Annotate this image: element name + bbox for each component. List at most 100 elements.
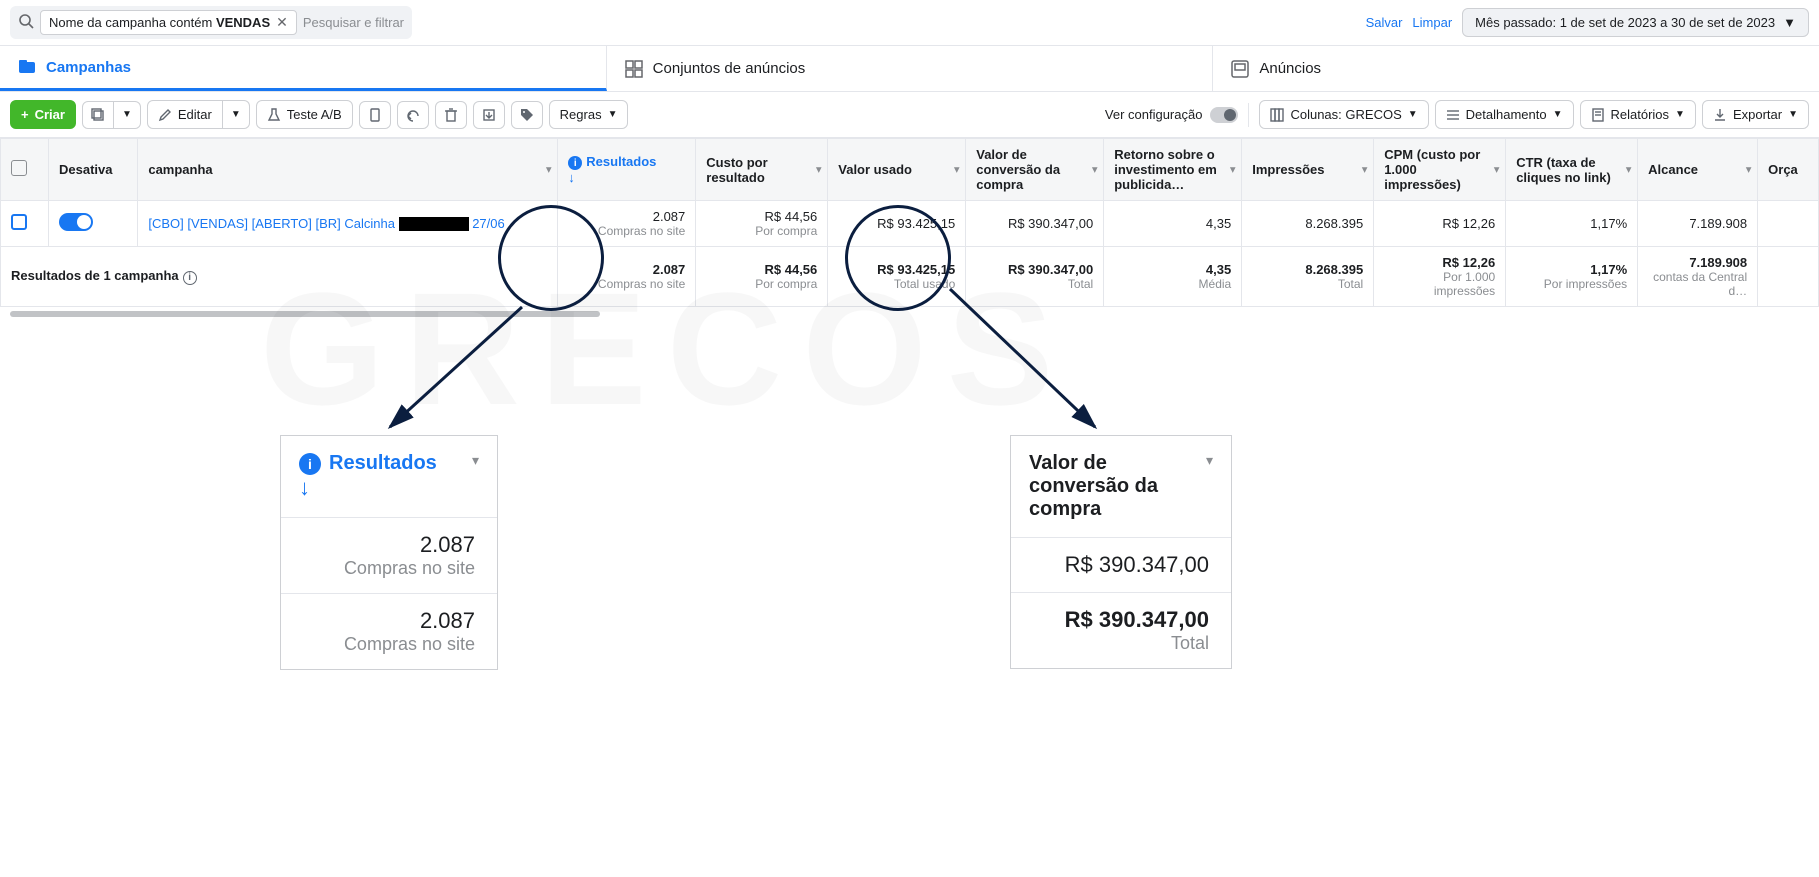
cell-amount-spent: R$ 93.425,15 xyxy=(828,201,966,247)
row-checkbox[interactable] xyxy=(1,201,49,247)
search-area[interactable]: Nome da campanha contém VENDAS ✕ Pesquis… xyxy=(10,6,412,39)
row-toggle-cell[interactable] xyxy=(48,201,137,247)
reports-label: Relatórios xyxy=(1611,107,1670,122)
col-roas[interactable]: Retorno sobre o investimento em publicid… xyxy=(1104,139,1242,201)
create-button-label: Criar xyxy=(35,107,65,122)
col-conv-value[interactable]: Valor de conversão da compra▾ xyxy=(966,139,1104,201)
breakdown-button[interactable]: Detalhamento ▼ xyxy=(1435,100,1574,129)
columns-button[interactable]: Colunas: GRECOS ▼ xyxy=(1259,100,1428,129)
col-reach[interactable]: Alcance▾ xyxy=(1638,139,1758,201)
zoom-results-title: Resultados xyxy=(329,452,437,475)
undo-button[interactable] xyxy=(397,101,429,129)
toggle-on-icon[interactable] xyxy=(59,213,93,231)
chevron-down-icon: ▼ xyxy=(1783,15,1796,30)
save-filter-link[interactable]: Salvar xyxy=(1366,15,1403,30)
date-range-label: Mês passado: 1 de set de 2023 a 30 de se… xyxy=(1475,15,1775,30)
tab-adsets[interactable]: Conjuntos de anúncios xyxy=(607,46,1214,91)
edit-button[interactable]: Editar xyxy=(147,100,223,129)
duplicate-group: ▼ xyxy=(82,101,141,129)
filter-chip-text: Nome da campanha contém VENDAS xyxy=(49,15,270,30)
sort-down-icon: ↓ xyxy=(568,170,685,185)
zoom-conv-value-1: R$ 390.347,00 xyxy=(1033,552,1209,578)
sum-impr: 8.268.395Total xyxy=(1242,247,1374,307)
toggle-off-icon[interactable] xyxy=(1210,107,1238,123)
filter-chip[interactable]: Nome da campanha contém VENDAS ✕ xyxy=(40,10,297,35)
col-campaign[interactable]: campanha▾ xyxy=(138,139,558,201)
zoom-results-sub-2: Compras no site xyxy=(303,634,475,655)
reports-button[interactable]: Relatórios ▼ xyxy=(1580,100,1696,129)
sum-reach: 7.189.908contas da Central d… xyxy=(1638,247,1758,307)
ad-icon xyxy=(1231,60,1249,78)
sum-roas: 4,35Média xyxy=(1104,247,1242,307)
search-placeholder[interactable]: Pesquisar e filtrar xyxy=(303,15,404,30)
cell-conv-value: R$ 390.347,00 xyxy=(966,201,1104,247)
export-button[interactable]: Exportar ▼ xyxy=(1702,100,1809,129)
campaign-link[interactable]: [CBO] [VENDAS] [ABERTO] [BR] Calcinha 27… xyxy=(148,216,504,231)
col-amount-spent[interactable]: Valor usado▾ xyxy=(828,139,966,201)
col-results[interactable]: iResultados ↓ xyxy=(558,139,696,201)
clear-filter-link[interactable]: Limpar xyxy=(1412,15,1452,30)
cell-ctr: 1,17% xyxy=(1506,201,1638,247)
copy-button[interactable] xyxy=(359,101,391,129)
col-ctr[interactable]: CTR (taxa de cliques no link)▾ xyxy=(1506,139,1638,201)
chevron-down-icon: ▾ xyxy=(1206,452,1213,469)
folder-icon xyxy=(18,58,36,76)
sum-ctr: 1,17%Por impressões xyxy=(1506,247,1638,307)
level-tabs: Campanhas Conjuntos de anúncios Anúncios xyxy=(0,46,1819,92)
campaign-name-cell[interactable]: [CBO] [VENDAS] [ABERTO] [BR] Calcinha 27… xyxy=(138,201,558,247)
table-header-row: Desativa campanha▾ iResultados ↓ Custo p… xyxy=(1,139,1819,201)
zoom-card-results: i Resultados ↓ ▾ 2.087 Compras no site 2… xyxy=(280,435,498,670)
zoom-results-value-2: 2.087 xyxy=(303,608,475,634)
edit-group: Editar ▼ xyxy=(147,100,250,129)
col-impressions[interactable]: Impressões▾ xyxy=(1242,139,1374,201)
delete-button[interactable] xyxy=(435,101,467,129)
col-budget[interactable]: Orça xyxy=(1758,139,1819,201)
ab-test-label: Teste A/B xyxy=(287,107,342,122)
duplicate-dropdown[interactable]: ▼ xyxy=(114,101,141,129)
col-disable[interactable]: Desativa xyxy=(48,139,137,201)
zoom-card-conv-value: Valor de conversão da compra ▾ R$ 390.34… xyxy=(1010,435,1232,669)
info-icon: i xyxy=(568,156,582,170)
tab-ads[interactable]: Anúncios xyxy=(1213,46,1819,91)
ab-test-button[interactable]: Teste A/B xyxy=(256,100,353,129)
cell-results: 2.087Compras no site xyxy=(558,201,696,247)
tab-campaigns-label: Campanhas xyxy=(46,59,131,76)
col-checkbox[interactable] xyxy=(1,139,49,201)
info-icon[interactable]: i xyxy=(183,271,197,285)
sum-cpm: R$ 12,26Por 1.000 impressões xyxy=(1374,247,1506,307)
tab-campaigns[interactable]: Campanhas xyxy=(0,46,607,91)
rules-button[interactable]: Regras ▼ xyxy=(549,100,629,129)
edit-button-label: Editar xyxy=(178,107,212,122)
duplicate-button[interactable] xyxy=(82,101,114,129)
export-icon-button[interactable] xyxy=(473,101,505,129)
create-button[interactable]: + Criar xyxy=(10,100,76,129)
tab-ads-label: Anúncios xyxy=(1259,60,1321,77)
columns-label: Colunas: GRECOS xyxy=(1290,107,1401,122)
close-icon[interactable]: ✕ xyxy=(276,14,288,31)
export-label: Exportar xyxy=(1733,107,1782,122)
col-cpm[interactable]: CPM (custo por 1.000 impressões)▾ xyxy=(1374,139,1506,201)
zoom-conv-title: Valor de conversão da compra xyxy=(1029,452,1206,521)
edit-dropdown[interactable]: ▼ xyxy=(223,100,250,129)
grid-icon xyxy=(625,60,643,78)
cell-cpm: R$ 12,26 xyxy=(1374,201,1506,247)
cell-cost-per-result: R$ 44,56Por compra xyxy=(696,201,828,247)
table-row[interactable]: [CBO] [VENDAS] [ABERTO] [BR] Calcinha 27… xyxy=(1,201,1819,247)
info-icon: i xyxy=(299,453,321,475)
view-config-toggle[interactable]: Ver configuração xyxy=(1105,107,1239,123)
action-toolbar: + Criar ▼ Editar ▼ Teste A/B Regras ▼ V xyxy=(0,92,1819,138)
divider xyxy=(1248,103,1249,127)
tag-button[interactable] xyxy=(511,101,543,129)
chevron-down-icon: ▾ xyxy=(472,452,479,469)
breakdown-label: Detalhamento xyxy=(1466,107,1547,122)
filter-bar: Nome da campanha contém VENDAS ✕ Pesquis… xyxy=(0,0,1819,46)
view-config-label: Ver configuração xyxy=(1105,107,1203,122)
zoom-conv-sub-2: Total xyxy=(1033,633,1209,654)
col-cost-per-result[interactable]: Custo por resultado▾ xyxy=(696,139,828,201)
sort-down-icon: ↓ xyxy=(299,475,437,501)
rules-label: Regras xyxy=(560,107,602,122)
cell-budget xyxy=(1758,201,1819,247)
redacted-text xyxy=(399,217,469,231)
date-range-picker[interactable]: Mês passado: 1 de set de 2023 a 30 de se… xyxy=(1462,8,1809,37)
tab-adsets-label: Conjuntos de anúncios xyxy=(653,60,806,77)
